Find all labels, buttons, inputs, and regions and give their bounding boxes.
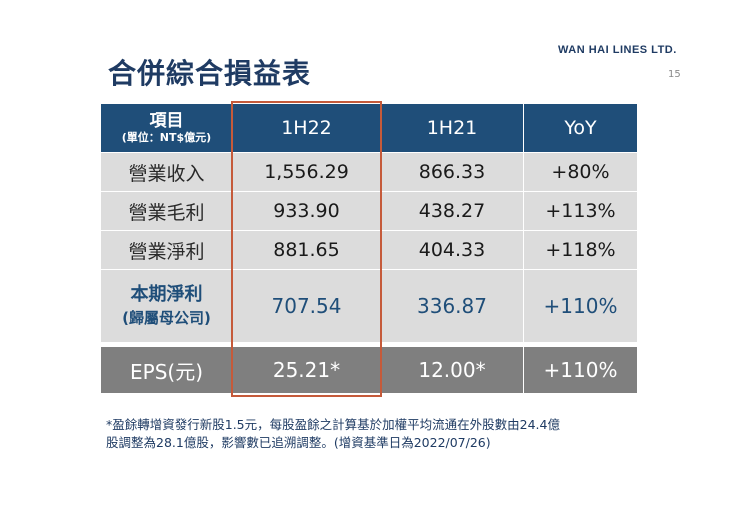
net-profit-label-cell: 本期淨利 (歸屬母公司)	[100, 269, 233, 343]
header-1h21: 1H21	[380, 103, 524, 153]
eps-1h22: 25.21*	[232, 346, 381, 394]
eps-yoy: +110%	[523, 346, 638, 394]
header-item-cell: 項目 (單位：NT$億元)	[100, 103, 233, 153]
eps-label: EPS(元)	[100, 346, 233, 394]
net-profit-1h21: 336.87	[380, 269, 524, 343]
eps-1h21: 12.00*	[380, 346, 524, 394]
row-1h21-value: 866.33	[380, 152, 524, 192]
net-profit-label: 本期淨利	[130, 284, 203, 305]
row-1h22-value: 933.90	[232, 191, 381, 231]
income-statement-table: 項目 (單位：NT$億元) 1H22 1H21 YoY 營業收入 1,556.2…	[100, 103, 638, 394]
page-number: 15	[668, 69, 681, 80]
footnote-line-2: 股調整為28.1億股，影響數已追溯調整。(增資基準日為2022/07/26)	[106, 435, 491, 450]
table-row-gross-profit: 營業毛利 933.90 438.27 +113%	[100, 191, 638, 231]
row-yoy-value: +80%	[523, 152, 638, 192]
row-label: 營業毛利	[100, 191, 233, 231]
footnote-line-1: *盈餘轉增資發行新股1.5元，每股盈餘之計算基於加權平均流通在外股數由24.4億	[106, 417, 560, 432]
row-yoy-value: +118%	[523, 230, 638, 270]
row-label: 營業淨利	[100, 230, 233, 270]
header-yoy: YoY	[523, 103, 638, 153]
table-header-row: 項目 (單位：NT$億元) 1H22 1H21 YoY	[100, 103, 638, 153]
row-1h21-value: 438.27	[380, 191, 524, 231]
table-separator	[100, 342, 638, 347]
row-1h21-value: 404.33	[380, 230, 524, 270]
net-profit-yoy: +110%	[523, 269, 638, 343]
table-row-operating-profit: 營業淨利 881.65 404.33 +118%	[100, 230, 638, 270]
table-row-eps: EPS(元) 25.21* 12.00* +110%	[100, 346, 638, 394]
row-yoy-value: +113%	[523, 191, 638, 231]
header-item-unit: (單位：NT$億元)	[121, 131, 212, 144]
footnote: *盈餘轉增資發行新股1.5元，每股盈餘之計算基於加權平均流通在外股數由24.4億…	[106, 416, 646, 452]
row-1h22-value: 881.65	[232, 230, 381, 270]
table-row-revenue: 營業收入 1,556.29 866.33 +80%	[100, 152, 638, 192]
company-logo: WAN HAI LINES LTD.	[558, 44, 677, 56]
net-profit-sublabel: (歸屬母公司)	[122, 309, 211, 327]
row-label: 營業收入	[100, 152, 233, 192]
net-profit-1h22: 707.54	[232, 269, 381, 343]
slide-title: 合併綜合損益表	[108, 57, 312, 90]
header-item-label: 項目	[149, 111, 184, 131]
header-1h22: 1H22	[232, 103, 381, 153]
table-row-net-profit: 本期淨利 (歸屬母公司) 707.54 336.87 +110%	[100, 269, 638, 343]
row-1h22-value: 1,556.29	[232, 152, 381, 192]
